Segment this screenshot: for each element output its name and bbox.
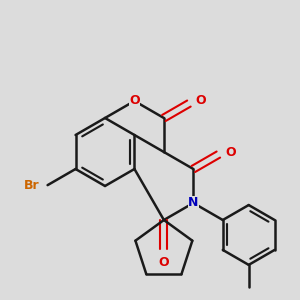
Text: O: O (225, 146, 236, 159)
Text: O: O (129, 94, 140, 107)
Text: O: O (196, 94, 206, 107)
Text: O: O (159, 256, 169, 269)
Text: N: N (188, 196, 199, 209)
Text: Br: Br (24, 178, 40, 192)
